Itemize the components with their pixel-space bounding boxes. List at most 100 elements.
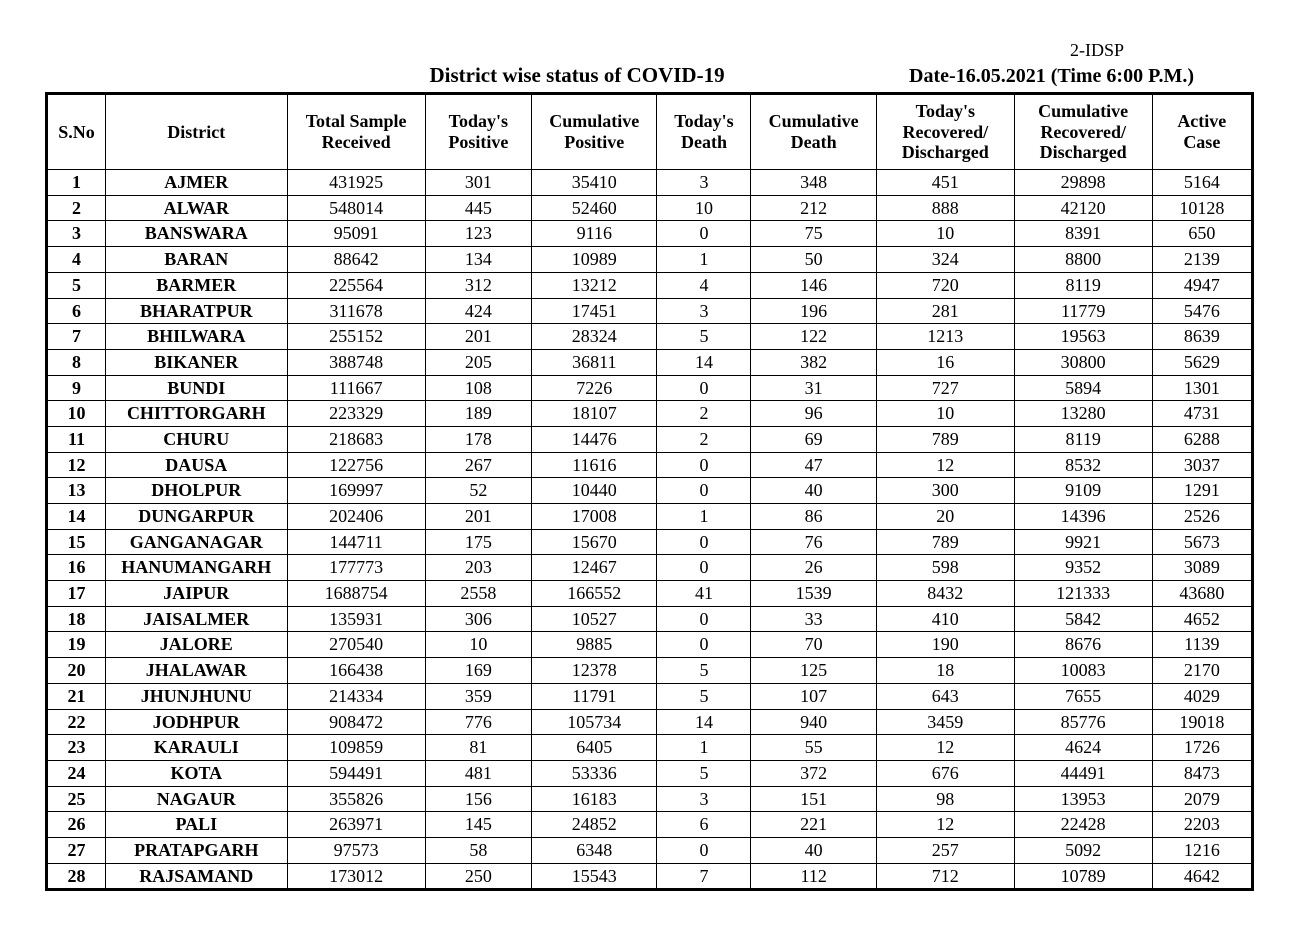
cell-district: JALORE [105, 632, 287, 658]
cell-value: 15670 [532, 529, 657, 555]
cell-value: 3089 [1152, 555, 1252, 581]
table-body: 1AJMER4319253013541033484512989851642ALW… [47, 170, 1253, 890]
cell-value: 4624 [1014, 735, 1152, 761]
cell-value: 5842 [1014, 606, 1152, 632]
cell-value: 0 [657, 452, 751, 478]
cell-value: 52460 [532, 195, 657, 221]
cell-value: 10128 [1152, 195, 1252, 221]
cell-value: 372 [751, 760, 876, 786]
cell-value: 190 [876, 632, 1014, 658]
cell-value: 196 [751, 298, 876, 324]
cell-sno: 13 [47, 478, 106, 504]
cell-value: 4029 [1152, 683, 1252, 709]
cell-value: 2 [657, 401, 751, 427]
col-sno: S.No [47, 94, 106, 170]
cell-value: 47 [751, 452, 876, 478]
table-row: 19JALORE27054010988507019086761139 [47, 632, 1253, 658]
table-row: 23KARAULI1098598164051551246241726 [47, 735, 1253, 761]
col-total-sample: Total Sample Received [287, 94, 425, 170]
table-row: 27PRATAPGARH9757358634804025750921216 [47, 837, 1253, 863]
col-cumulative-positive: Cumulative Positive [532, 94, 657, 170]
cell-value: 203 [425, 555, 532, 581]
cell-value: 11791 [532, 683, 657, 709]
cell-value: 33 [751, 606, 876, 632]
cell-value: 201 [425, 504, 532, 530]
cell-value: 223329 [287, 401, 425, 427]
cell-sno: 21 [47, 683, 106, 709]
cell-value: 5476 [1152, 298, 1252, 324]
cell-value: 6405 [532, 735, 657, 761]
cell-district: KOTA [105, 760, 287, 786]
cell-value: 17008 [532, 504, 657, 530]
cell-value: 3459 [876, 709, 1014, 735]
cell-value: 169 [425, 658, 532, 684]
cell-value: 12 [876, 735, 1014, 761]
cell-value: 86 [751, 504, 876, 530]
table-row: 4BARAN886421341098915032488002139 [47, 247, 1253, 273]
cell-district: JAIPUR [105, 581, 287, 607]
cell-value: 24852 [532, 812, 657, 838]
cell-value: 202406 [287, 504, 425, 530]
cell-value: 324 [876, 247, 1014, 273]
cell-sno: 4 [47, 247, 106, 273]
cell-value: 146 [751, 272, 876, 298]
cell-value: 2 [657, 426, 751, 452]
cell-value: 0 [657, 632, 751, 658]
cell-value: 312 [425, 272, 532, 298]
cell-value: 5629 [1152, 349, 1252, 375]
cell-value: 40 [751, 478, 876, 504]
cell-value: 75 [751, 221, 876, 247]
cell-value: 169997 [287, 478, 425, 504]
cell-value: 431925 [287, 170, 425, 196]
cell-value: 4731 [1152, 401, 1252, 427]
cell-value: 1 [657, 504, 751, 530]
cell-value: 108 [425, 375, 532, 401]
col-active-case: Active Case [1152, 94, 1252, 170]
cell-value: 0 [657, 529, 751, 555]
cell-value: 9921 [1014, 529, 1152, 555]
table-row: 6BHARATPUR311678424174513196281117795476 [47, 298, 1253, 324]
cell-sno: 7 [47, 324, 106, 350]
cell-value: 7226 [532, 375, 657, 401]
cell-value: 144711 [287, 529, 425, 555]
cell-district: KARAULI [105, 735, 287, 761]
cell-value: 1216 [1152, 837, 1252, 863]
table-row: 18JAISALMER1359313061052703341058424652 [47, 606, 1253, 632]
cell-district: BARAN [105, 247, 287, 273]
table-row: 13DHOLPUR169997521044004030091091291 [47, 478, 1253, 504]
cell-value: 1539 [751, 581, 876, 607]
cell-value: 52 [425, 478, 532, 504]
cell-value: 70 [751, 632, 876, 658]
cell-district: JODHPUR [105, 709, 287, 735]
cell-sno: 24 [47, 760, 106, 786]
cell-value: 6 [657, 812, 751, 838]
cell-value: 1688754 [287, 581, 425, 607]
cell-value: 888 [876, 195, 1014, 221]
cell-value: 0 [657, 555, 751, 581]
cell-value: 145 [425, 812, 532, 838]
cell-value: 940 [751, 709, 876, 735]
cell-value: 151 [751, 786, 876, 812]
cell-value: 9116 [532, 221, 657, 247]
cell-district: DAUSA [105, 452, 287, 478]
table-row: 20JHALAWAR16643816912378512518100832170 [47, 658, 1253, 684]
cell-value: 10 [876, 401, 1014, 427]
cell-value: 359 [425, 683, 532, 709]
cell-value: 166438 [287, 658, 425, 684]
table-row: 14DUNGARPUR2024062011700818620143962526 [47, 504, 1253, 530]
cell-sno: 16 [47, 555, 106, 581]
table-row: 17JAIPUR16887542558166552411539843212133… [47, 581, 1253, 607]
cell-value: 789 [876, 426, 1014, 452]
cell-district: PALI [105, 812, 287, 838]
cell-value: 8391 [1014, 221, 1152, 247]
cell-value: 10527 [532, 606, 657, 632]
cell-value: 122756 [287, 452, 425, 478]
cell-value: 40 [751, 837, 876, 863]
cell-value: 166552 [532, 581, 657, 607]
cell-value: 19018 [1152, 709, 1252, 735]
cell-value: 29898 [1014, 170, 1152, 196]
cell-district: JHUNJHUNU [105, 683, 287, 709]
cell-sno: 11 [47, 426, 106, 452]
cell-value: 789 [876, 529, 1014, 555]
cell-value: 9352 [1014, 555, 1152, 581]
